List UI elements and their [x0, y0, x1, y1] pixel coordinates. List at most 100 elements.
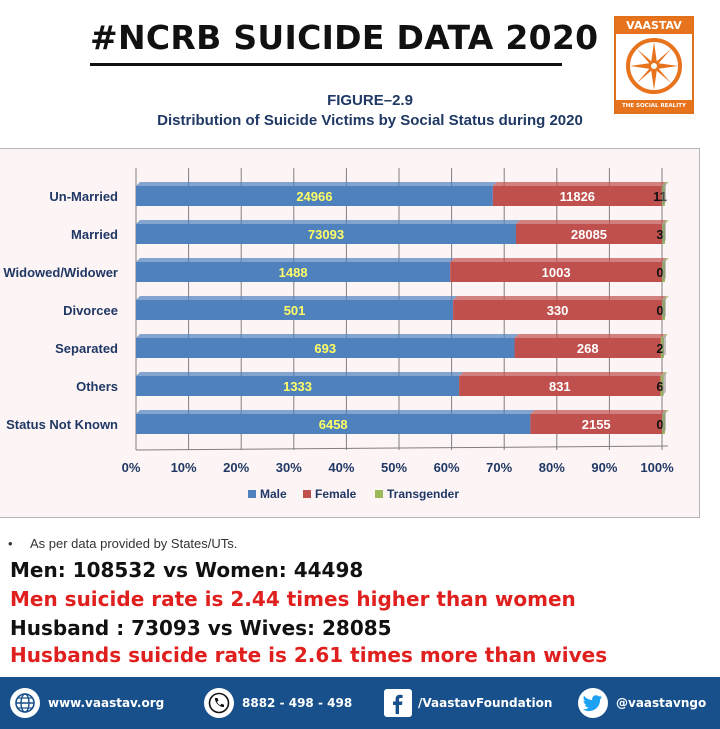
bar-top-face — [515, 220, 666, 224]
bar-end-cap — [662, 220, 666, 244]
category-label: Status Not Known — [6, 417, 118, 432]
bar-top-face — [453, 296, 666, 300]
data-label: 693 — [314, 341, 336, 356]
bar-top-face — [450, 258, 666, 262]
bar-end-cap — [662, 258, 666, 282]
footer-phone[interactable]: 8882 - 498 - 498 — [204, 677, 352, 729]
data-label: 0 — [656, 303, 663, 318]
bar-top-face — [530, 410, 666, 414]
category-label: Un-Married — [49, 189, 118, 204]
twitter-icon — [578, 688, 608, 718]
x-tick-label: 20% — [223, 460, 249, 475]
bar-segment — [136, 300, 454, 320]
x-tick-label: 70% — [486, 460, 512, 475]
bar-end-cap — [662, 182, 666, 206]
footer: www.vaastav.org 8882 - 498 - 498 /Vaasta… — [0, 677, 720, 729]
category-label: Widowed/Widower — [3, 265, 118, 280]
logo-name: VAASTAV — [616, 18, 692, 34]
data-label: 1488 — [279, 265, 308, 280]
x-tick-label: 10% — [171, 460, 197, 475]
logo-tagline: THE SOCIAL REALITY — [616, 100, 692, 112]
bar-segment — [136, 186, 493, 206]
legend-label: Female — [315, 487, 357, 501]
bar-segment — [492, 186, 662, 206]
category-label: Married — [71, 227, 118, 242]
data-label: 24966 — [296, 189, 332, 204]
chart-frame — [0, 148, 700, 518]
twitter-text: @vaastavngo — [616, 696, 707, 710]
legend-swatch — [375, 490, 383, 498]
bar-top-face — [136, 334, 519, 338]
legend-label: Transgender — [387, 487, 459, 501]
bar-segment — [453, 300, 662, 320]
bar-segment — [459, 376, 661, 396]
x-tick-label: 0% — [122, 460, 141, 475]
phone-icon — [204, 688, 234, 718]
facebook-icon — [384, 689, 412, 717]
stat-men-rate: Men suicide rate is 2.44 times higher th… — [10, 587, 576, 611]
footer-twitter[interactable]: @vaastavngo — [578, 677, 706, 729]
compass-star-icon — [626, 38, 682, 94]
x-tick-label: 50% — [381, 460, 407, 475]
stat-men-vs-women: Men: 108532 vs Women: 44498 — [10, 558, 364, 582]
data-label: 2155 — [582, 417, 611, 432]
bar-top-face — [136, 410, 535, 414]
stat-husband-vs-wives: Husband : 73093 vs Wives: 28085 — [10, 616, 392, 640]
bar-segment — [136, 338, 515, 358]
data-label: 28085 — [571, 227, 607, 242]
page-title: #NCRB SUICIDE DATA 2020 — [90, 18, 599, 57]
legend-swatch — [303, 490, 311, 498]
category-label: Others — [76, 379, 118, 394]
data-label: 501 — [284, 303, 306, 318]
data-label: 6 — [656, 379, 663, 394]
data-label: 268 — [577, 341, 599, 356]
bar-top-face — [136, 258, 455, 262]
figure-caption: Distribution of Suicide Victims by Socia… — [157, 112, 583, 129]
x-tick-label: 80% — [539, 460, 565, 475]
bar-segment — [136, 414, 531, 434]
x-tick-label: 60% — [434, 460, 460, 475]
bar-segment — [136, 262, 451, 282]
footer-facebook[interactable]: /VaastavFoundation — [384, 677, 552, 729]
title-underline — [90, 63, 562, 66]
bar-segment — [515, 224, 662, 244]
bar-top-face — [136, 220, 520, 224]
footer-website[interactable]: www.vaastav.org — [10, 677, 164, 729]
globe-icon — [10, 688, 40, 718]
bar-end-cap — [662, 410, 666, 434]
data-label: 1003 — [542, 265, 571, 280]
x-tick-label: 100% — [640, 460, 674, 475]
stat-husband-rate: Husbands suicide rate is 2.61 times more… — [10, 643, 608, 667]
figure-label: FIGURE–2.9 — [327, 92, 413, 109]
bar-segment — [514, 338, 661, 358]
bar-segment — [530, 414, 662, 434]
bar-top-face — [459, 372, 665, 376]
x-tick-label: 90% — [591, 460, 617, 475]
data-label: 0 — [656, 265, 663, 280]
data-label: 0 — [656, 417, 663, 432]
data-label: 1333 — [283, 379, 312, 394]
legend-swatch — [248, 490, 256, 498]
bar-end-cap — [662, 296, 666, 320]
stacked-bar-chart: 0% 10% 20% 30% 40% 50% 60% 70% 80% 90% 100% Un-Marr… — [3, 168, 674, 501]
data-label: 73093 — [308, 227, 344, 242]
bar-end-cap — [662, 372, 666, 396]
data-label: 3 — [656, 227, 663, 242]
x-tick-label: 40% — [328, 460, 354, 475]
vaastav-logo: VAASTAV THE SOCIAL REALITY — [614, 16, 694, 114]
bar-top-face — [136, 372, 464, 376]
header: #NCRB SUICIDE DATA 2020 — [0, 0, 720, 90]
bar-segment — [136, 376, 460, 396]
bar-end-cap — [662, 334, 666, 358]
data-label: 2 — [656, 341, 663, 356]
bullet: • — [8, 536, 13, 551]
category-label: Divorcee — [63, 303, 118, 318]
bar-top-face — [492, 182, 666, 186]
data-label: 11826 — [560, 189, 595, 204]
legend-label: Male — [260, 487, 287, 501]
data-label: 330 — [547, 303, 569, 318]
facebook-text: /VaastavFoundation — [418, 696, 553, 710]
bar-top-face — [136, 182, 497, 186]
x-tick-label: 30% — [276, 460, 302, 475]
bar-top-face — [136, 296, 458, 300]
